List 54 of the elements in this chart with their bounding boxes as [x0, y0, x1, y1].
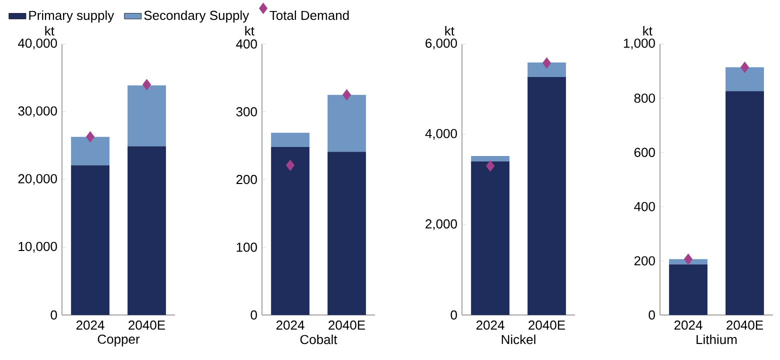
x-tick-label: 2040E [328, 320, 365, 330]
bar [471, 156, 510, 162]
x-tick-label: 2040E [528, 320, 565, 330]
x-tick-label: 2024 [674, 320, 702, 330]
y-tick-label: 6,000 [426, 38, 457, 50]
y-tick-label: 200 [634, 256, 655, 266]
y-tick-label: 2,000 [426, 219, 457, 230]
y-axis-title: kt [45, 26, 54, 36]
bar [328, 94, 366, 152]
legend-label: Secondary Supply [144, 10, 250, 23]
y-axis-title: kt [445, 26, 454, 36]
y-tick-label: 800 [634, 94, 655, 103]
y-tick-label: 400 [236, 39, 257, 49]
x-tick-label: 2024 [276, 320, 304, 330]
y-tick-label: 200 [236, 174, 257, 184]
y-tick-label: 0 [648, 310, 655, 320]
bar [71, 136, 110, 166]
bar [471, 161, 510, 315]
bar [128, 146, 166, 315]
legend-label: Total Demand [270, 10, 349, 20]
y-tick-label: 20,000 [18, 174, 57, 185]
y-tick-label: 10,000 [18, 242, 57, 253]
bar [328, 152, 366, 315]
y-axis-title: kt [643, 26, 652, 36]
y-tick-label: 30,000 [18, 106, 57, 118]
y-tick-label: 0 [250, 310, 257, 320]
bar [528, 76, 566, 315]
x-axis-title: Nickel [502, 334, 536, 344]
x-tick-label: 2024 [476, 320, 504, 330]
y-tick-label: 0 [50, 310, 57, 320]
y-tick-label: 1,000 [624, 38, 655, 50]
x-axis-title: Copper [98, 334, 140, 346]
bar [128, 85, 166, 146]
x-axis-title: Lithium [696, 334, 737, 344]
y-tick-label: 400 [634, 202, 655, 212]
legend-label: Primary supply [29, 10, 114, 23]
bar [669, 264, 708, 315]
y-tick-label: 4,000 [425, 128, 457, 140]
bar [528, 62, 566, 77]
bar [726, 67, 764, 92]
y-tick-label: 600 [634, 148, 655, 157]
x-tick-label: 2024 [76, 320, 104, 330]
bar [726, 91, 764, 315]
bar [271, 146, 310, 315]
x-tick-label: 2040E [128, 320, 165, 330]
y-tick-label: 40,000 [18, 38, 57, 50]
bar [271, 132, 310, 147]
y-tick-label: 100 [236, 242, 257, 252]
x-tick-label: 2040E [726, 320, 763, 330]
y-axis-title: kt [245, 26, 254, 36]
y-tick-label: 300 [236, 107, 257, 116]
x-axis-title: Cobalt [300, 334, 338, 344]
bar [71, 165, 110, 315]
y-tick-label: 0 [450, 310, 457, 320]
